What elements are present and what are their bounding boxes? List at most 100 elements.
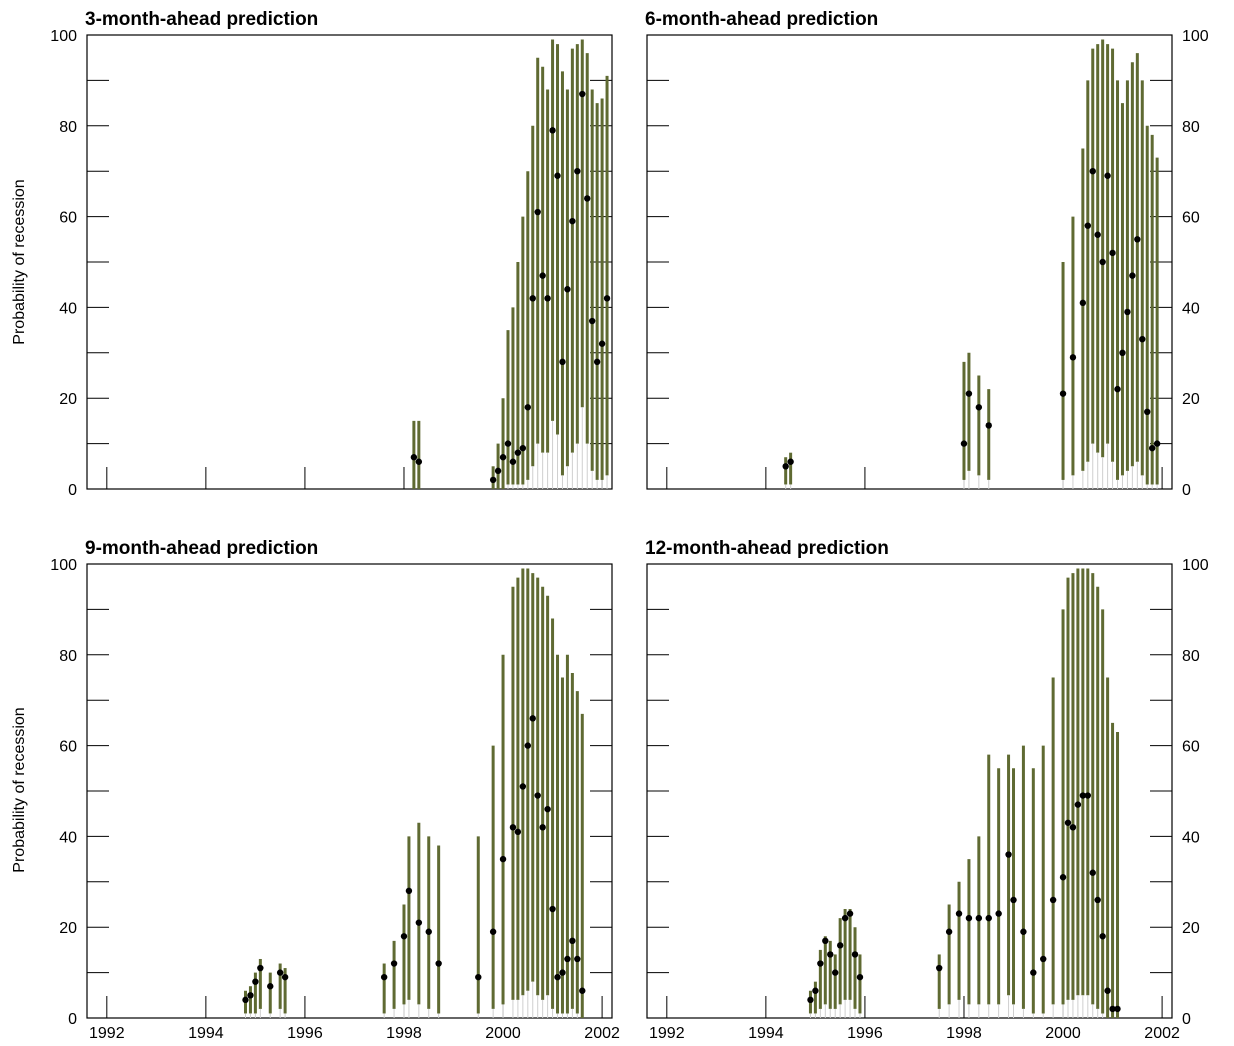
y-tick-label: 20: [1182, 391, 1200, 408]
point-estimate: [534, 792, 541, 799]
y-tick-label: 80: [59, 119, 77, 136]
point-estimate: [499, 454, 507, 461]
point-estimate: [529, 295, 536, 302]
point-estimate: [524, 742, 532, 749]
point-estimate: [588, 317, 596, 325]
point-estimate: [807, 996, 814, 1004]
point-estimate: [598, 340, 606, 347]
point-estimate: [1153, 440, 1161, 447]
point-estimate: [836, 942, 844, 949]
y-tick-label: 60: [59, 210, 77, 227]
point-estimate: [252, 978, 259, 985]
point-estimate: [1139, 335, 1146, 343]
point-estimate: [945, 928, 953, 935]
point-estimate: [489, 928, 497, 935]
x-tick-label: 1996: [287, 1025, 323, 1042]
point-estimate: [281, 973, 289, 981]
y-tick-label: 0: [1182, 1011, 1191, 1028]
point-estimate: [1099, 258, 1106, 266]
y-tick-label: 100: [1182, 557, 1209, 574]
point-estimate: [856, 973, 864, 981]
y-tick-label: 0: [68, 482, 77, 499]
point-estimate: [1148, 444, 1156, 452]
point-estimate: [539, 824, 546, 831]
point-estimate: [1114, 1005, 1121, 1013]
panel-3-month: 3-month-ahead prediction 0 20 40 60 80 100: [50, 9, 613, 499]
point-estimate: [494, 467, 502, 475]
point-estimate: [519, 444, 527, 452]
point-estimate: [1089, 869, 1096, 876]
point-estimate: [405, 887, 413, 895]
x-tick-label: 1994: [748, 1025, 784, 1042]
point-estimate: [955, 910, 963, 917]
point-estimate: [380, 973, 388, 981]
point-estimate: [519, 783, 527, 790]
point-estimate: [1109, 249, 1116, 257]
point-estimate: [509, 458, 517, 465]
point-estimate: [574, 955, 581, 963]
point-estimate: [564, 286, 571, 293]
panel-title: 9-month-ahead prediction: [85, 538, 318, 559]
point-estimate: [1124, 308, 1131, 316]
point-estimate: [812, 987, 819, 994]
point-estimate: [985, 914, 992, 922]
point-estimate: [247, 992, 254, 999]
y-tick-label: 80: [1182, 119, 1200, 136]
point-estimate: [489, 476, 497, 484]
point-estimate: [1129, 272, 1136, 279]
point-estimate: [965, 914, 973, 922]
point-estimate: [400, 933, 408, 940]
point-estimate: [549, 127, 556, 134]
point-estimate: [593, 358, 601, 366]
y-tick-label: 100: [1182, 28, 1209, 45]
y-tick-label: 0: [1182, 482, 1191, 499]
x-tick-label: 2002: [584, 1025, 620, 1042]
point-estimate: [817, 960, 824, 967]
point-estimate: [415, 919, 423, 926]
y-tick-label: 0: [68, 1011, 77, 1028]
point-estimate: [846, 910, 854, 917]
point-estimate: [787, 458, 794, 465]
point-estimate: [504, 440, 512, 447]
point-estimate: [1114, 385, 1121, 393]
point-estimate: [584, 195, 591, 202]
point-estimate: [267, 983, 274, 990]
point-estimate: [1094, 231, 1101, 238]
point-estimate: [1059, 390, 1067, 397]
point-estimate: [276, 969, 284, 976]
point-estimate: [524, 404, 532, 411]
x-tick-label: 2002: [1144, 1025, 1180, 1042]
point-estimate: [851, 951, 859, 958]
point-estimate: [1020, 928, 1027, 935]
point-estimate: [1040, 955, 1047, 963]
point-estimate: [822, 937, 829, 945]
point-estimate: [415, 458, 423, 465]
panel-6-month: 6-month-ahead prediction 0 20 40 60 80 100: [645, 9, 1209, 499]
point-estimate: [1010, 896, 1017, 904]
point-estimate: [1064, 819, 1072, 826]
point-estimate: [564, 955, 571, 963]
panel-title: 6-month-ahead prediction: [645, 9, 878, 30]
y-tick-label: 40: [59, 300, 77, 317]
point-estimate: [975, 914, 983, 922]
x-tick-label: 1998: [386, 1025, 422, 1042]
point-estimate: [579, 987, 586, 994]
point-estimate: [475, 973, 482, 981]
point-estimate: [1069, 824, 1077, 831]
point-estimate: [1084, 792, 1092, 799]
y-tick-label: 100: [50, 557, 77, 574]
point-estimate: [960, 440, 968, 447]
point-estimate: [1030, 969, 1037, 976]
point-estimate: [509, 824, 517, 831]
point-estimate: [1079, 299, 1087, 307]
y-tick-label: 60: [1182, 210, 1200, 227]
point-estimate: [1074, 801, 1082, 808]
point-estimate: [257, 964, 264, 972]
point-estimate: [975, 404, 983, 411]
y-tick-label: 40: [59, 829, 77, 846]
point-estimate: [390, 960, 398, 967]
point-estimate: [1099, 933, 1106, 940]
panel-title: 3-month-ahead prediction: [85, 9, 318, 30]
y-tick-label: 20: [59, 920, 77, 937]
point-estimate: [539, 272, 546, 279]
